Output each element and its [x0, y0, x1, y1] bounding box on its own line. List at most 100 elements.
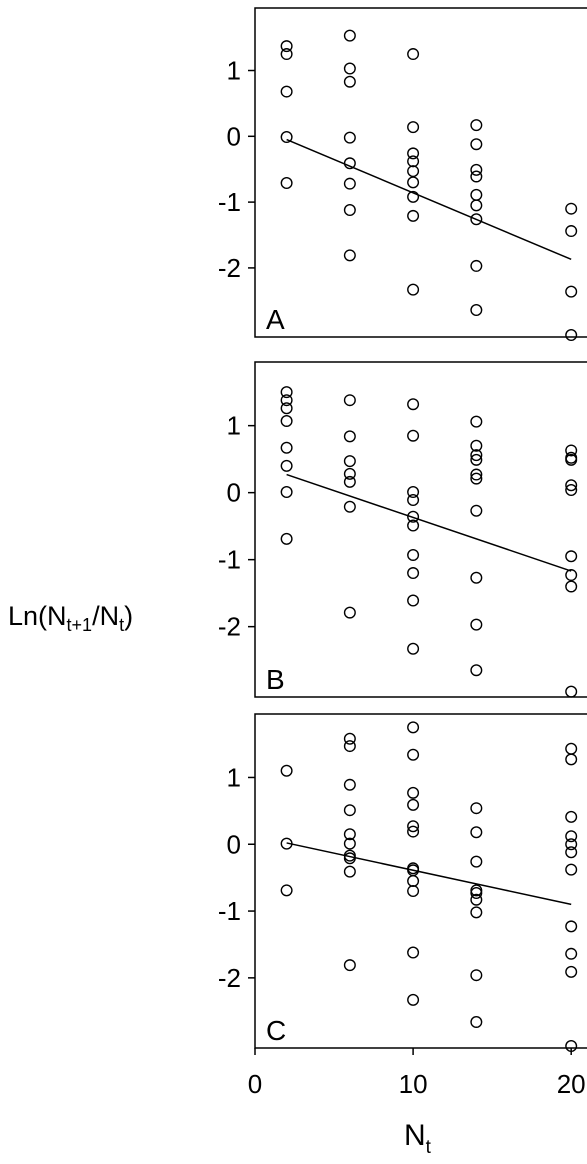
panel-a-point — [470, 259, 483, 272]
panel-c: 10-1-20 10 20C — [218, 713, 587, 1099]
panel-a-point — [407, 190, 420, 203]
y-axis-label-sub1: t+1 — [67, 615, 93, 635]
panel-a-point — [407, 155, 420, 168]
panel-a-point — [343, 131, 356, 144]
panel-b-point — [565, 685, 578, 698]
panel-b-point — [565, 453, 578, 466]
panel-b-point — [280, 402, 293, 415]
panel-c-point — [343, 740, 356, 753]
panel-b-point — [280, 459, 293, 472]
panel-c-point — [565, 742, 578, 755]
y-axis-label: Ln(Nt+1/Nt) — [8, 601, 133, 635]
panel-a-frame — [254, 7, 587, 338]
panel-b-frame — [254, 361, 587, 698]
panel-b-point — [565, 479, 578, 492]
panel-b-point — [280, 394, 293, 407]
panel-b-point — [565, 569, 578, 582]
panel-a-point — [407, 147, 420, 160]
panel-c-point — [280, 837, 293, 850]
y-axis-label-base: Ln(N — [8, 601, 67, 631]
panel-a-point — [343, 249, 356, 262]
y-axis-label-sub2: t — [119, 615, 124, 635]
panel-c-point — [470, 887, 483, 900]
panel-c-xtick-label: 10 — [399, 1069, 428, 1099]
panel-c-point — [470, 1015, 483, 1028]
panel-c-point — [407, 820, 420, 833]
panel-b-point — [407, 510, 420, 523]
panel-c-point — [407, 885, 420, 898]
panel-b-point — [280, 532, 293, 545]
panel-a-point — [470, 304, 483, 317]
panel-b-point — [565, 444, 578, 457]
panel-a-point — [280, 48, 293, 61]
panel-b-point — [565, 483, 578, 496]
panel-c-point — [343, 959, 356, 972]
panel-c-point — [407, 748, 420, 761]
panel-a-ytick-label: -2 — [218, 253, 241, 283]
panel-c-ytick-label: 1 — [227, 762, 241, 792]
panel-b-point — [470, 415, 483, 428]
panel-b-ytick-label: 0 — [227, 478, 241, 508]
panel-c-point — [280, 884, 293, 897]
panel-b-point — [407, 429, 420, 442]
panel-b-point — [470, 453, 483, 466]
panel-a-point — [565, 329, 578, 342]
panel-c-point — [407, 786, 420, 799]
panel-a-point — [343, 177, 356, 190]
panel-c-point — [343, 837, 356, 850]
panel-c-point — [343, 865, 356, 878]
panel-a: 1 0 -1 -2 A — [218, 7, 587, 342]
panel-c-point — [407, 993, 420, 1006]
panel-b-point — [343, 475, 356, 488]
panel-b-point — [280, 386, 293, 399]
panel-c-point — [565, 753, 578, 766]
panel-c-ytick-label: -1 — [218, 896, 241, 926]
panel-a-point — [343, 75, 356, 88]
panel-b-point — [470, 618, 483, 631]
panel-a-letter: A — [266, 304, 285, 335]
panel-c-point — [407, 798, 420, 811]
panel-b-point — [470, 571, 483, 584]
panel-c-point — [343, 778, 356, 791]
panel-b-point — [343, 430, 356, 443]
panel-a-point — [407, 48, 420, 61]
panel-a-point — [343, 204, 356, 217]
panel-b-point — [280, 485, 293, 498]
panel-c-point — [470, 855, 483, 868]
panel-c-point — [407, 721, 420, 734]
panel-a-point — [280, 85, 293, 98]
panel-c-ytick-label: -2 — [218, 963, 241, 993]
panel-c-point — [407, 875, 420, 888]
panel-c-ytick-label: 0 — [227, 829, 241, 859]
panel-c-point — [470, 906, 483, 919]
panel-a-point — [470, 163, 483, 176]
panel-b-point — [343, 455, 356, 468]
panel-a-point — [407, 209, 420, 222]
panel-a-point — [470, 199, 483, 212]
panel-c-point — [565, 846, 578, 859]
panel-b-point — [470, 504, 483, 517]
panel-b-point — [343, 394, 356, 407]
panel-b-point — [407, 594, 420, 607]
panel-a-point — [407, 121, 420, 134]
panel-c-point — [343, 828, 356, 841]
panel-a-point — [565, 202, 578, 215]
panel-a-point — [470, 119, 483, 132]
panel-c-point — [470, 969, 483, 982]
panel-c-point — [470, 826, 483, 839]
panel-a-point — [407, 176, 420, 189]
panel-a-point — [280, 177, 293, 190]
panel-a-point — [470, 188, 483, 201]
panel-c-point — [280, 764, 293, 777]
panel-c-point — [407, 825, 420, 838]
panel-a-ytick-label: 0 — [227, 121, 241, 151]
panel-b-fit-line — [286, 473, 572, 572]
panel-b-ytick-label: 1 — [227, 411, 241, 441]
panel-b-ytick-label: -2 — [218, 612, 241, 642]
panel-b-point — [280, 441, 293, 454]
panel-c-point — [343, 852, 356, 865]
panel-c-point — [343, 732, 356, 745]
panel-c-point — [343, 804, 356, 817]
panel-b-point — [407, 548, 420, 561]
